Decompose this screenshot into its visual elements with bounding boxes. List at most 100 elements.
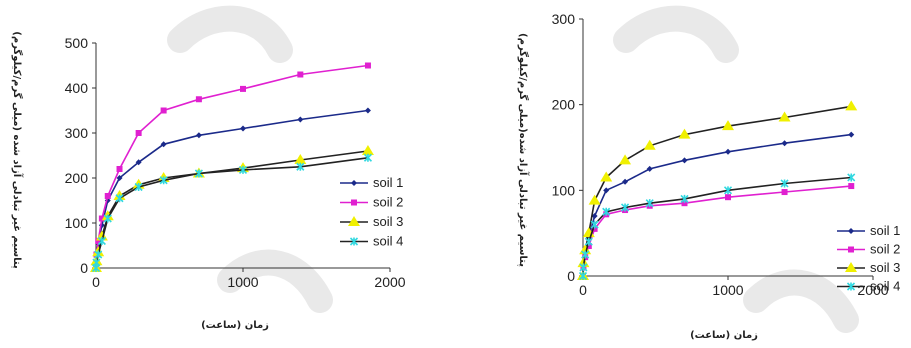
left-point-soil-1 [135, 159, 142, 166]
right-y-tick-label: 0 [567, 268, 575, 284]
left-legend-label: soil 4 [373, 234, 403, 249]
right-point-soil-4 [584, 237, 593, 246]
left-legend-label: soil 1 [373, 175, 403, 190]
right-legend-label: soil 4 [870, 279, 900, 294]
right-y-tick-label: 300 [552, 11, 576, 27]
left-legend-swatch-marker [348, 216, 360, 226]
left-legend: soil 1 soil 2 soil 3 soil 4 [340, 175, 403, 249]
left-legend-item: soil 1 [340, 175, 403, 190]
left-x-tick-label: 2000 [374, 274, 405, 290]
right-point-soil-3 [778, 111, 791, 122]
right-point-soil-4 [590, 220, 599, 229]
left-point-soil-2 [297, 71, 304, 78]
left-line-soil-2 [95, 64, 369, 269]
right-x-tick-label: 2000 [857, 282, 888, 298]
left-y-tick-label: 100 [65, 215, 89, 231]
left-legend-swatch-marker [351, 199, 357, 206]
left-series-group [90, 62, 374, 273]
left-legend-swatch-marker [351, 180, 357, 186]
left-legend-swatch-marker [349, 237, 359, 246]
right-series-soil-1 [580, 131, 855, 279]
left-point-soil-2 [160, 107, 167, 114]
right-point-soil-4 [581, 250, 590, 259]
left-legend-item: soil 2 [340, 195, 403, 210]
right-point-soil-4 [579, 263, 588, 272]
left-series-soil-4 [91, 153, 373, 273]
left-y-tick-label: 300 [65, 125, 89, 141]
right-line-soil-2 [582, 185, 852, 277]
left-y-tick-label: 500 [65, 35, 89, 51]
left-point-soil-4 [238, 165, 248, 174]
right-point-soil-1 [591, 213, 598, 220]
right-point-soil-4 [847, 173, 856, 182]
left-point-soil-3 [294, 154, 307, 164]
right-point-soil-1 [725, 148, 731, 155]
right-legend-swatch-marker [845, 262, 857, 272]
left-point-soil-4 [115, 194, 124, 203]
right-legend: soil 1 soil 2 soil 3 soil 4 [837, 223, 900, 294]
left-point-soil-4 [363, 153, 373, 162]
left-axes: 0 100 200 300 400 500 0 1000 2000 [65, 35, 406, 290]
right-legend-item: soil 2 [837, 242, 900, 257]
right-legend-label: soil 1 [870, 223, 900, 238]
right-point-soil-4 [645, 199, 654, 208]
left-y-tick-label: 0 [80, 260, 88, 276]
left-point-soil-1 [364, 107, 371, 114]
right-y-axis-label: پتاسیم غیر تبادلی آزاد شده(میلی گرم/کیلو… [517, 33, 530, 267]
right-y-tick-label: 200 [552, 97, 576, 113]
left-legend-label: soil 2 [373, 195, 403, 210]
right-point-soil-4 [780, 179, 789, 188]
left-point-soil-1 [195, 132, 202, 139]
right-series-soil-3 [577, 100, 858, 280]
left-point-soil-1 [160, 141, 167, 148]
right-legend-label: soil 2 [870, 242, 900, 257]
right-series-group [577, 100, 858, 281]
right-legend-item: soil 1 [837, 223, 900, 238]
right-point-soil-3 [588, 194, 601, 205]
right-point-soil-2 [725, 194, 731, 201]
right-point-soil-3 [643, 139, 656, 150]
right-point-soil-3 [600, 171, 613, 182]
right-line-soil-4 [582, 176, 852, 277]
left-line-soil-4 [95, 157, 369, 269]
left-x-tick-label: 0 [92, 274, 100, 290]
right-legend-item: soil 3 [837, 260, 900, 275]
right-y-tick-label: 100 [552, 182, 576, 198]
right-point-soil-4 [620, 203, 630, 212]
right-axes: 0 100 200 300 0 1000 2000 [552, 11, 889, 298]
left-x-axis-label: زمان (ساعت) [201, 320, 269, 331]
left-series-soil-3 [90, 145, 374, 272]
right-series-soil-2 [580, 183, 855, 279]
left-point-soil-3 [361, 145, 374, 155]
right-point-soil-3 [722, 120, 734, 131]
right-x-tick-label: 0 [579, 282, 587, 298]
right-point-soil-1 [848, 131, 855, 138]
right-point-soil-1 [681, 157, 688, 164]
left-x-tick-label: 1000 [227, 274, 258, 290]
left-point-soil-4 [103, 214, 112, 223]
left-point-soil-4 [134, 182, 143, 192]
right-point-soil-3 [619, 154, 632, 165]
right-point-soil-2 [781, 189, 788, 196]
right-point-soil-1 [622, 178, 629, 185]
left-point-soil-4 [296, 162, 305, 171]
right-x-tick-label: 1000 [712, 282, 743, 298]
left-series-soil-2 [93, 62, 371, 271]
left-line-soil-3 [95, 150, 369, 269]
left-point-soil-2 [98, 215, 105, 222]
left-point-soil-4 [159, 176, 168, 185]
left-point-soil-2 [116, 166, 123, 172]
left-point-soil-4 [97, 236, 106, 246]
right-line-soil-3 [582, 105, 852, 277]
left-point-soil-1 [116, 175, 123, 181]
right-legend-swatch-marker [846, 282, 856, 291]
right-point-soil-2 [591, 225, 598, 232]
left-point-soil-4 [194, 169, 203, 178]
left-point-soil-1 [297, 116, 304, 123]
left-axis-lines [95, 43, 390, 269]
left-y-axis-label: پتاسیم غیر تبادلی آزاد شده (میلی گرم/کیل… [11, 31, 24, 269]
right-series-soil-4 [578, 173, 856, 281]
watermark [167, 5, 333, 313]
